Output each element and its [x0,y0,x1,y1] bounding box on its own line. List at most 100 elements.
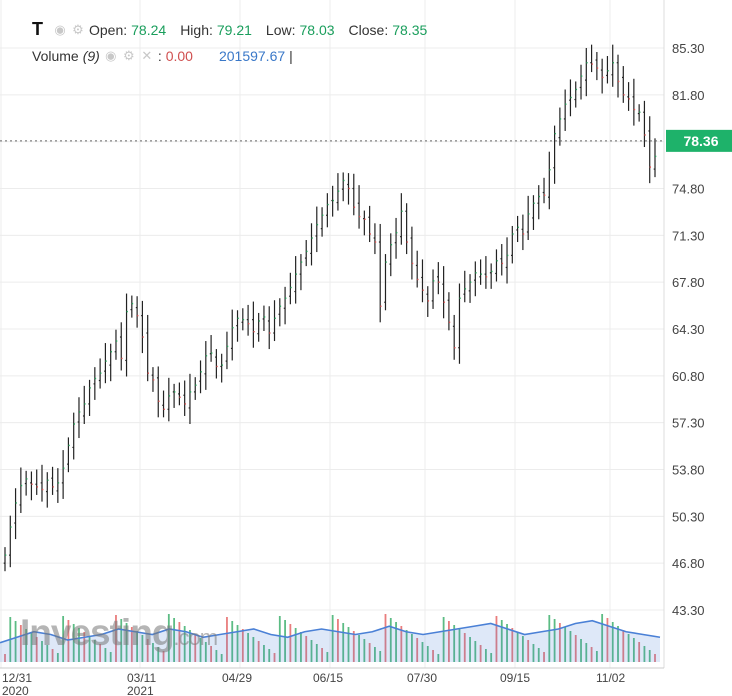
volume-bar [120,619,123,662]
volume-bar [109,652,112,662]
volume-bar [46,645,49,662]
y-tick-label: 81.80 [672,88,705,103]
volume-bar [553,619,556,662]
investing-logo: Investing.com [20,612,218,654]
x-year-label: 2020 [2,684,29,696]
volume-bar [384,614,387,662]
y-tick-label: 50.30 [672,509,705,524]
low-value: 78.03 [299,21,335,38]
volume-bar [352,631,355,662]
volume-bar [331,615,334,662]
volume-bar [368,643,371,662]
volume-bar [421,642,424,662]
volume-bar [273,653,276,662]
eye-icon[interactable]: ◉ [54,21,66,37]
volume-bar [72,624,75,662]
volume-bar [252,637,255,662]
candlestick-series [3,44,657,572]
volume-bar [643,646,646,662]
eye-icon[interactable]: ◉ [105,48,117,63]
volume-bars [4,614,656,662]
volume-bar [574,635,577,662]
volume-bar [389,618,392,662]
volume-ma-line [0,619,661,644]
volume-bar [284,620,286,662]
volume-bar [321,648,323,662]
volume-bar [527,640,530,662]
current-price-tag: 78.36 [0,129,732,152]
volume-bar [236,625,239,662]
volume-bar [35,637,38,662]
volume-bar [516,632,519,662]
x-tick-label: 09/15 [500,671,530,685]
volume-bar [173,618,176,662]
volume-bar [363,639,366,662]
volume-legend: Volume (9) ◉ ⚙ ✕ : 0.00 201597.67 | [32,48,293,64]
y-tick-label: 46.80 [672,556,705,571]
x-tick-label: 11/02 [596,671,625,685]
volume-bar [648,650,651,662]
volume-bar [4,654,6,662]
volume-bar [141,635,144,662]
volume-bar [442,617,445,662]
x-tick-label: 07/30 [407,671,437,685]
gear-icon[interactable]: ⚙ [123,48,135,63]
open-value: 78.24 [131,21,167,38]
volume-bar [130,627,133,662]
volume-bar [484,649,487,662]
gear-icon[interactable]: ⚙ [72,21,84,37]
x-tick-label: 06/15 [313,671,343,685]
volume-bar [437,654,440,662]
volume-bar [268,649,271,662]
volume-bar [14,621,17,662]
volume-bar [189,630,191,662]
close-label: Close: [348,21,389,38]
volume-bar [400,626,403,662]
volume-bar [257,641,260,662]
volume-bar [495,616,498,662]
volume-bar [241,629,244,662]
volume-bar [506,624,508,662]
volume-bar [326,652,329,662]
volume-bar [601,614,604,662]
volume-bar [294,628,297,662]
close-icon[interactable]: ✕ [141,48,153,63]
y-axis-bg [664,0,732,696]
volume-bar [125,623,128,662]
chart-grid [0,0,664,668]
volume-bar [93,640,96,662]
volume-bar [220,654,223,662]
volume-bar [104,648,107,662]
volume-bar [395,622,397,662]
volume-separator: : [157,48,162,64]
volume-bar [41,641,43,662]
volume-bar [611,622,614,662]
volume-bar [210,646,212,662]
volume-bar [152,643,154,662]
volume-bar [19,625,22,662]
volume-bar [305,636,308,662]
volume-bar [162,651,165,662]
ohlc-legend: T ◉ ⚙ Open: 78.24 High: 79.21 Low: 78.03… [32,19,427,40]
low-label: Low: [265,21,296,38]
volume-bar [458,629,461,662]
volume-bar [194,634,197,662]
volume-bar [300,632,302,662]
y-tick-label: 64.30 [672,322,705,337]
volume-bar [226,617,228,662]
volume-bar [315,644,318,662]
y-tick-label: 67.80 [672,275,705,290]
volume-bar [448,621,450,662]
volume-bar [474,641,477,662]
y-tick-label: 57.30 [672,416,705,431]
volume-bar [426,646,429,662]
volume-bar [374,647,376,662]
volume-bar [638,642,641,662]
volume-bar [416,638,419,662]
volume-bar [595,651,598,662]
volume-bar [178,622,181,662]
volume-label: Volume [32,48,79,64]
volume-bar [289,624,292,662]
